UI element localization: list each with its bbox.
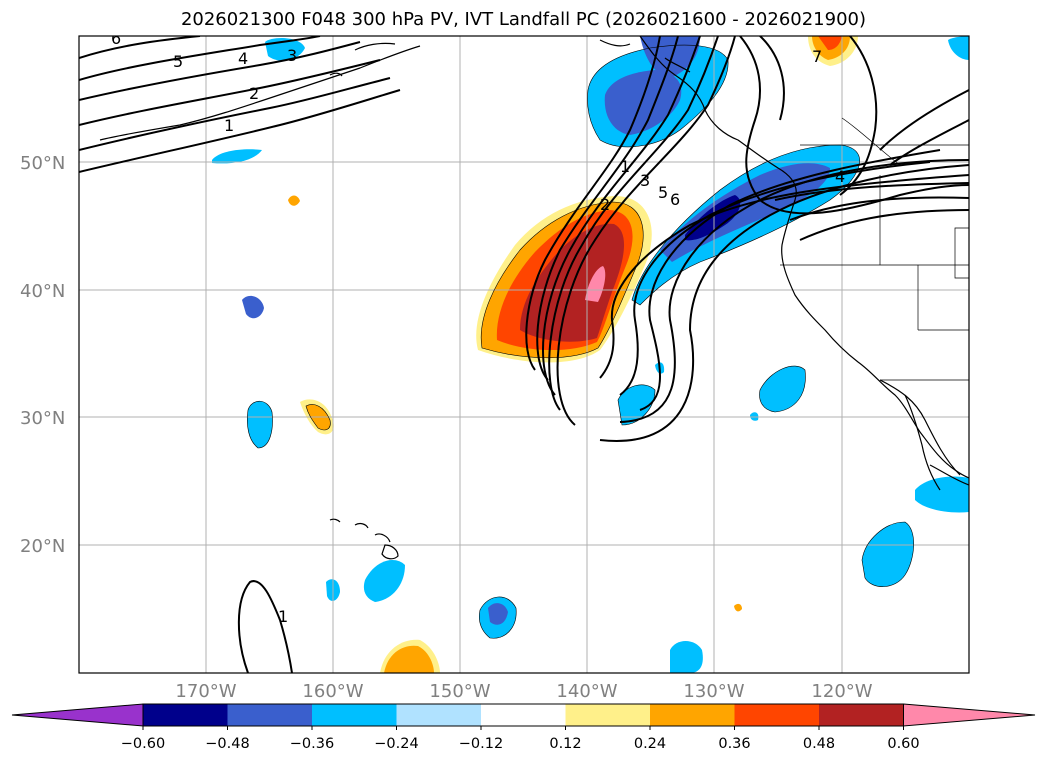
- contour-label: 1: [224, 116, 234, 135]
- colorbar-tick-label: 0.12: [549, 736, 581, 752]
- small-blob: [242, 295, 264, 319]
- colorbar: −0.60 −0.48 −0.36 −0.24 −0.12 0.12 0.24 0.36 0.4…: [11, 703, 1036, 752]
- contour-labels: 6 5 4 3 2 1 1 2 3 5 6 7 4 1: [111, 29, 845, 626]
- colorbar-segment: [565, 704, 651, 726]
- contour-label: 6: [670, 190, 680, 209]
- small-blob: [734, 603, 742, 612]
- small-blob: [212, 149, 262, 164]
- contour-label: 3: [640, 171, 650, 190]
- contour-label: 5: [173, 52, 183, 71]
- political-boundaries: [780, 117, 969, 381]
- contour-label: 2: [249, 84, 259, 103]
- contour-label: 4: [835, 167, 845, 186]
- longitude-labels: 170°W 160°W 150°W 140°W 130°W 120°W: [175, 681, 872, 702]
- lon-label: 140°W: [556, 681, 617, 702]
- colorbar-tick-label: −0.36: [290, 736, 334, 752]
- colorbar-tick-label: 0.60: [887, 736, 919, 752]
- colorbar-tick-label: 0.24: [634, 736, 666, 752]
- colorbar-segment: [734, 704, 820, 726]
- colorbar-extend-max: [903, 703, 1036, 727]
- contour-label: 6: [111, 29, 121, 48]
- colorbar-tick-label: −0.24: [374, 736, 418, 752]
- gridlines: [79, 36, 969, 673]
- contour-label: 1: [620, 157, 630, 176]
- latitude-labels: 50°N 40°N 30°N 20°N: [20, 153, 65, 557]
- lon-label: 120°W: [811, 681, 872, 702]
- small-blob: [618, 384, 655, 425]
- lon-label: 130°W: [683, 681, 744, 702]
- colorbar-tick-label: −0.48: [205, 736, 249, 752]
- small-blob: [915, 476, 969, 513]
- anomaly-outlines: [247, 44, 914, 639]
- small-blob: [759, 366, 806, 412]
- contour-label: 5: [658, 183, 668, 202]
- colorbar-segment: [227, 704, 313, 726]
- small-blob: [488, 603, 508, 625]
- colorbar-tick-label: −0.60: [121, 736, 165, 752]
- small-blob: [862, 522, 914, 587]
- coastlines: [99, 36, 969, 560]
- colorbar-tick-label: 0.48: [803, 736, 835, 752]
- lon-label: 170°W: [175, 681, 236, 702]
- lat-label: 20°N: [20, 536, 65, 557]
- positive-anomaly-blob: [476, 196, 652, 363]
- small-blob: [818, 36, 842, 50]
- lat-label: 30°N: [20, 408, 65, 429]
- lat-label: 40°N: [20, 281, 65, 302]
- small-blob: [247, 401, 273, 448]
- map-title: 2026021300 F048 300 hPa PV, IVT Landfall…: [180, 9, 867, 30]
- contour-label: 2: [600, 195, 610, 214]
- plot-area: 6 5 4 3 2 1 1 2 3 5 6 7 4 1: [79, 29, 969, 673]
- small-blob: [363, 560, 405, 602]
- lat-label: 50°N: [20, 153, 65, 174]
- colorbar-segment: [312, 704, 397, 726]
- contour-label: 1: [278, 607, 288, 626]
- lon-label: 160°W: [302, 681, 363, 702]
- small-blob: [670, 641, 703, 673]
- colorbar-tick-label: 0.36: [718, 736, 750, 752]
- colorbar-segment: [396, 704, 482, 726]
- colorbar-tick-label: −0.12: [459, 736, 503, 752]
- contour-label: 7: [812, 47, 822, 66]
- small-blob: [288, 195, 300, 206]
- small-blob: [948, 36, 969, 60]
- colorbar-segment: [143, 704, 228, 726]
- colorbar-border: [142, 703, 904, 727]
- contour-label: 4: [238, 49, 248, 68]
- lon-label: 150°W: [429, 681, 490, 702]
- colorbar-segment: [819, 704, 904, 726]
- colorbar-segment: [481, 704, 566, 726]
- contour-label: 3: [287, 46, 297, 65]
- small-blob: [384, 645, 434, 673]
- plot-border: [78, 35, 970, 674]
- colorbar-extend-min: [11, 703, 144, 727]
- pv-contours: [79, 36, 969, 673]
- colorbar-segment: [650, 704, 735, 726]
